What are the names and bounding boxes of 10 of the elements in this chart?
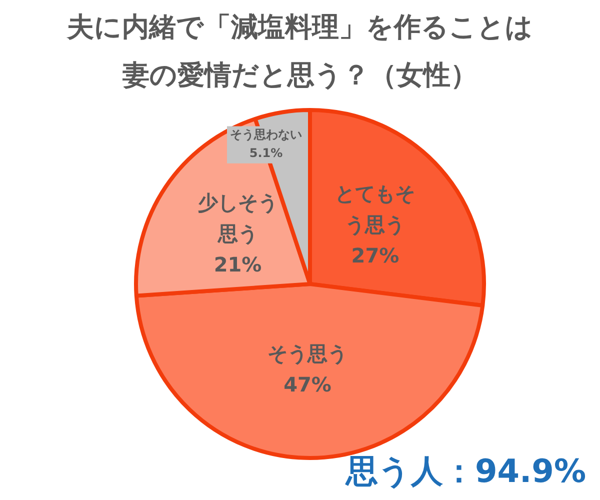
slice-label: そう思わない [230,128,302,142]
data-label: 21% [214,252,262,277]
slice-label: 少しそう思う [198,190,278,246]
slice-label: そう思う [268,342,348,366]
data-label: 47% [284,372,332,397]
chart-title: 夫に内緒で「減塩料理」を作ることは妻の愛情だと思う？（女性） [66,11,534,93]
text: 思う人：94.9% [346,451,586,492]
data-label: 5.1% [249,146,283,160]
data-label: 27% [351,244,400,268]
slice-label: とてもそう思う [335,182,416,237]
